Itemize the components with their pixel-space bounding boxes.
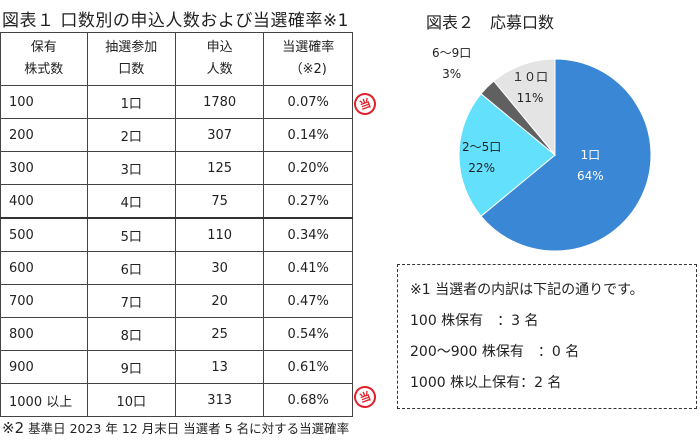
cell-rate: 0.47%	[263, 284, 353, 318]
header-shares: 保有 株式数	[0, 32, 88, 86]
footnote: ※2 基準日 2023 年 12 月末日 当選者 5 名に対する当選確率	[2, 419, 350, 437]
note-line: 200～900 株保有 ：0 名	[410, 344, 580, 360]
table-row: 700 7口 20 0.47%	[0, 284, 353, 318]
cell-applicants: 313	[174, 383, 265, 417]
cell-shares: 400	[0, 184, 88, 219]
winner-stamp-icon: 当	[350, 382, 380, 412]
header-rate: 当選確率 （※2)	[263, 32, 353, 86]
cell-shares: 200	[0, 118, 88, 152]
cell-units: 9口	[86, 350, 176, 384]
cell-units: 2口	[86, 118, 176, 152]
note-line: 100 株保有 ：3 名	[410, 313, 539, 329]
note-line: 1000 株以上保有：2 名	[410, 375, 562, 391]
cell-units: 8口	[86, 317, 176, 351]
cell-applicants: 1780	[174, 85, 265, 119]
cell-units: 7口	[86, 284, 176, 318]
cell-shares: 900	[0, 350, 88, 384]
cell-applicants: 25	[174, 317, 265, 351]
cell-units: 3口	[86, 151, 176, 185]
applicants-table: 保有 株式数 抽選参加 口数 申込 人数 当選確率 （※2) 100 1口 1780 0.07…	[0, 32, 353, 417]
cell-shares: 600	[0, 251, 88, 285]
header-units: 抽選参加 口数	[86, 32, 176, 86]
cell-applicants: 75	[174, 184, 265, 219]
cell-applicants: 13	[174, 350, 265, 384]
table-row: 200 2口 307 0.14%	[0, 118, 353, 152]
table-row: 1000 以上 10口 313 0.68%	[0, 383, 353, 417]
table-row: 600 6口 30 0.41%	[0, 251, 353, 285]
cell-rate: 0.34%	[263, 217, 353, 252]
cell-rate: 0.54%	[263, 317, 353, 351]
header-applicants: 申込 人数	[174, 32, 265, 86]
pie-slice	[493, 58, 556, 157]
winner-stamp-icon: 当	[350, 89, 380, 119]
cell-shares: 700	[0, 284, 88, 318]
cell-shares: 100	[0, 85, 88, 119]
table-row: 300 3口 125 0.20%	[0, 151, 353, 185]
cell-units: 5口	[86, 217, 176, 252]
slice-label-6-9: 6～9口 3%	[432, 46, 472, 81]
cell-rate: 0.61%	[263, 350, 353, 384]
table-row: 400 4口 75 0.27%	[0, 184, 353, 219]
slice-label-10: １０口 11%	[512, 70, 549, 105]
table-header-row: 保有 株式数 抽選参加 口数 申込 人数 当選確率 （※2)	[0, 32, 353, 86]
chart-title: 図表２ 応募口数	[426, 13, 555, 32]
cell-applicants: 125	[174, 151, 265, 185]
cell-shares: 300	[0, 151, 88, 185]
cell-shares: 500	[0, 217, 88, 252]
note-line: ※1 当選者の内訳は下記の通りです。	[410, 282, 644, 298]
slice-label-2-5: 2～5口 22%	[462, 140, 502, 175]
cell-shares: 1000 以上	[0, 383, 88, 417]
cell-rate: 0.14%	[263, 118, 353, 152]
cell-applicants: 30	[174, 251, 265, 285]
cell-units: 6口	[86, 251, 176, 285]
table1-title: 図表１ 口数別の申込人数および当選確率※1	[2, 11, 349, 31]
cell-applicants: 307	[174, 118, 265, 152]
cell-rate: 0.20%	[263, 151, 353, 185]
table-row: 100 1口 1780 0.07%	[0, 85, 353, 119]
cell-shares: 800	[0, 317, 88, 351]
slice-label-1: 1口 64%	[577, 148, 604, 183]
cell-rate: 0.68%	[263, 383, 353, 417]
cell-units: 1口	[86, 85, 176, 119]
cell-rate: 0.07%	[263, 85, 353, 119]
pie-slice	[458, 93, 556, 217]
table-row: 500 5口 110 0.34%	[0, 217, 353, 252]
winner-breakdown-note: ※1 当選者の内訳は下記の通りです。 100 株保有 ：3 名 200～900 …	[397, 264, 697, 409]
table-row: 800 8口 25 0.54%	[0, 317, 353, 351]
cell-applicants: 20	[174, 284, 265, 318]
table-row: 900 9口 13 0.61%	[0, 350, 353, 384]
cell-rate: 0.41%	[263, 251, 353, 285]
cell-units: 4口	[86, 184, 176, 219]
pie-chart	[458, 58, 652, 252]
pie-slice	[480, 58, 652, 252]
cell-applicants: 110	[174, 217, 265, 252]
cell-units: 10口	[86, 383, 176, 417]
cell-rate: 0.27%	[263, 184, 353, 219]
